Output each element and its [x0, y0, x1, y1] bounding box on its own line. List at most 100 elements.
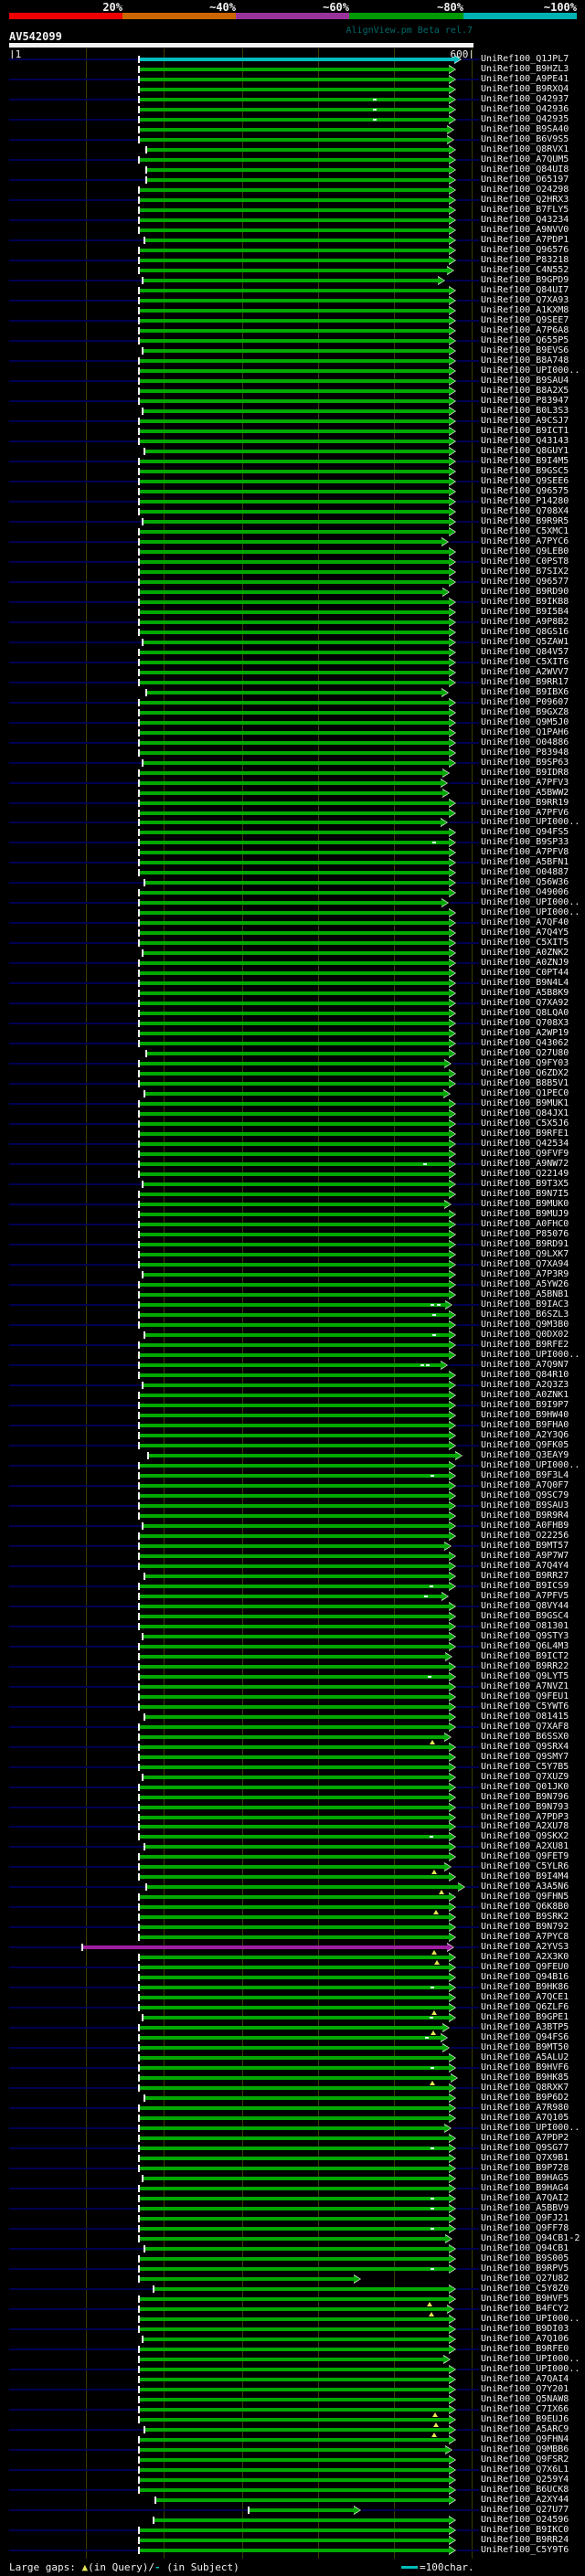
hit-bar[interactable]	[139, 338, 450, 343]
hit-bar[interactable]	[139, 780, 441, 785]
hit-bar[interactable]	[139, 2157, 450, 2160]
hit-label[interactable]: UniRef100_B7SIX2	[481, 566, 569, 577]
hit-label[interactable]: UniRef100_B9P6D2	[481, 2093, 569, 2103]
hit-label[interactable]: UniRef100_B9IKC0	[481, 2524, 569, 2535]
hit-bar[interactable]	[139, 1564, 450, 1568]
hit-bar[interactable]	[139, 2036, 441, 2040]
hit-label[interactable]: UniRef100_Q9SEE6	[481, 475, 569, 486]
hit-label[interactable]: UniRef100_Q6K8B0	[481, 1902, 569, 1912]
hit-bar[interactable]	[139, 599, 450, 604]
hit-label[interactable]: UniRef100_A9PE41	[481, 74, 569, 84]
hit-bar[interactable]	[139, 118, 450, 122]
hit-label[interactable]: UniRef100_O24596	[481, 2514, 569, 2525]
hit-label[interactable]: UniRef100_A7PFV8	[481, 847, 569, 857]
hit-bar[interactable]	[139, 710, 450, 715]
hit-label[interactable]: UniRef100_A0ZNK2	[481, 948, 569, 958]
hit-bar[interactable]	[139, 228, 450, 232]
hit-label[interactable]: UniRef100_O24298	[481, 185, 569, 195]
hit-label[interactable]: UniRef100_UPI000..	[481, 365, 580, 376]
hit-label[interactable]: UniRef100_B9RD90	[481, 586, 569, 597]
hit-label[interactable]: UniRef100_A7PFV5	[481, 1590, 569, 1601]
hit-label[interactable]: UniRef100_A9P7W7	[481, 1550, 569, 1561]
hit-bar[interactable]	[82, 1945, 448, 1949]
hit-label[interactable]: UniRef100_Q9SC79	[481, 1489, 569, 1500]
hit-label[interactable]: UniRef100_C5XIT5	[481, 938, 569, 948]
hit-bar[interactable]	[144, 2096, 450, 2100]
hit-bar[interactable]	[143, 760, 450, 765]
hit-label[interactable]: UniRef100_Q9LYT5	[481, 1670, 569, 1681]
hit-label[interactable]: UniRef100_A9CSJ7	[481, 415, 569, 426]
hit-bar[interactable]	[139, 1172, 450, 1176]
hit-bar[interactable]	[139, 1342, 450, 1347]
hit-bar[interactable]	[143, 2177, 450, 2180]
hit-label[interactable]: UniRef100_A7QAI2	[481, 2193, 569, 2203]
hit-bar[interactable]	[139, 1966, 450, 1969]
hit-bar[interactable]	[143, 1523, 450, 1528]
hit-label[interactable]: UniRef100_C4N552	[481, 265, 569, 275]
hit-bar[interactable]	[143, 1273, 450, 1277]
hit-bar[interactable]	[144, 1574, 450, 1578]
hit-label[interactable]: UniRef100_B9I5B4	[481, 606, 569, 617]
hit-label[interactable]: UniRef100_Q8RXK7	[481, 2083, 569, 2093]
hit-label[interactable]: UniRef100_B9IKB8	[481, 596, 569, 607]
hit-bar[interactable]	[139, 429, 450, 433]
hit-label[interactable]: UniRef100_Q655P5	[481, 334, 569, 345]
hit-label[interactable]: UniRef100_B9SRK2	[481, 1912, 569, 1922]
hit-label[interactable]: UniRef100_Q9M5J0	[481, 716, 569, 727]
hit-bar[interactable]	[139, 1112, 450, 1116]
hit-bar[interactable]	[139, 1754, 450, 1759]
hit-label[interactable]: UniRef100_A7QCE1	[481, 1992, 569, 2002]
hit-label[interactable]: UniRef100_A7PDP3	[481, 1811, 569, 1822]
hit-label[interactable]: UniRef100_B4FCY2	[481, 2304, 569, 2314]
hit-bar[interactable]	[139, 559, 450, 564]
hit-bar[interactable]	[139, 489, 450, 493]
hit-bar[interactable]	[139, 1403, 450, 1407]
hit-bar[interactable]	[143, 1634, 450, 1638]
hit-label[interactable]: UniRef100_Q9FSR2	[481, 2454, 569, 2465]
hit-bar[interactable]	[139, 1373, 450, 1377]
hit-bar[interactable]	[139, 479, 450, 483]
hit-bar[interactable]	[139, 2387, 450, 2391]
hit-label[interactable]: UniRef100_A7PYC8	[481, 1932, 569, 1942]
hit-bar[interactable]	[139, 1805, 450, 1809]
hit-bar[interactable]	[139, 1443, 450, 1447]
hit-bar[interactable]	[139, 1976, 450, 1979]
hit-label[interactable]: UniRef100_Q259Y4	[481, 2474, 569, 2485]
hit-bar[interactable]	[139, 2217, 450, 2221]
hit-label[interactable]: UniRef100_B9MUK1	[481, 1098, 569, 1108]
hit-label[interactable]: UniRef100_A7Q105	[481, 2113, 569, 2123]
hit-bar[interactable]	[139, 2487, 450, 2492]
hit-bar[interactable]	[139, 901, 442, 905]
hit-label[interactable]: UniRef100_Q9MBB6	[481, 2443, 569, 2454]
hit-bar[interactable]	[139, 2528, 450, 2532]
hit-label[interactable]: UniRef100_C5Y9T6	[481, 2544, 569, 2555]
hit-label[interactable]: UniRef100_A7PYC6	[481, 535, 569, 546]
hit-label[interactable]: UniRef100_A7Q9N7	[481, 1359, 569, 1370]
hit-label[interactable]: UniRef100_B9S005	[481, 2253, 569, 2263]
hit-label[interactable]: UniRef100_Q96577	[481, 576, 569, 587]
hit-bar[interactable]	[139, 1734, 445, 1739]
hit-bar[interactable]	[139, 700, 450, 705]
hit-bar[interactable]	[139, 851, 450, 854]
hit-label[interactable]: UniRef100_B9SP63	[481, 757, 569, 768]
hit-bar[interactable]	[143, 2337, 450, 2341]
hit-label[interactable]: UniRef100_B0L3S3	[481, 405, 569, 416]
hit-label[interactable]: UniRef100_A7R980	[481, 2103, 569, 2113]
hit-label[interactable]: UniRef100_B9SA40	[481, 124, 569, 134]
hit-bar[interactable]	[139, 2187, 450, 2190]
hit-label[interactable]: UniRef100_UPI000..	[481, 2123, 580, 2133]
hit-bar[interactable]	[139, 821, 441, 824]
hit-label[interactable]: UniRef100_B9IBX6	[481, 686, 569, 697]
hit-bar[interactable]	[144, 1845, 450, 1849]
hit-label[interactable]: UniRef100_B9N792	[481, 1922, 569, 1932]
hit-label[interactable]: UniRef100_C5YLR6	[481, 1861, 569, 1871]
hit-bar[interactable]	[146, 1885, 459, 1889]
hit-bar[interactable]	[154, 2287, 450, 2291]
hit-label[interactable]: UniRef100_O81415	[481, 1711, 569, 1722]
hit-bar[interactable]	[139, 1684, 450, 1689]
hit-bar[interactable]	[139, 2317, 450, 2321]
hit-label[interactable]: UniRef100_UPI000..	[481, 897, 580, 907]
hit-bar[interactable]	[139, 249, 450, 252]
hit-bar[interactable]	[139, 1925, 450, 1929]
hit-bar[interactable]	[144, 1092, 444, 1096]
